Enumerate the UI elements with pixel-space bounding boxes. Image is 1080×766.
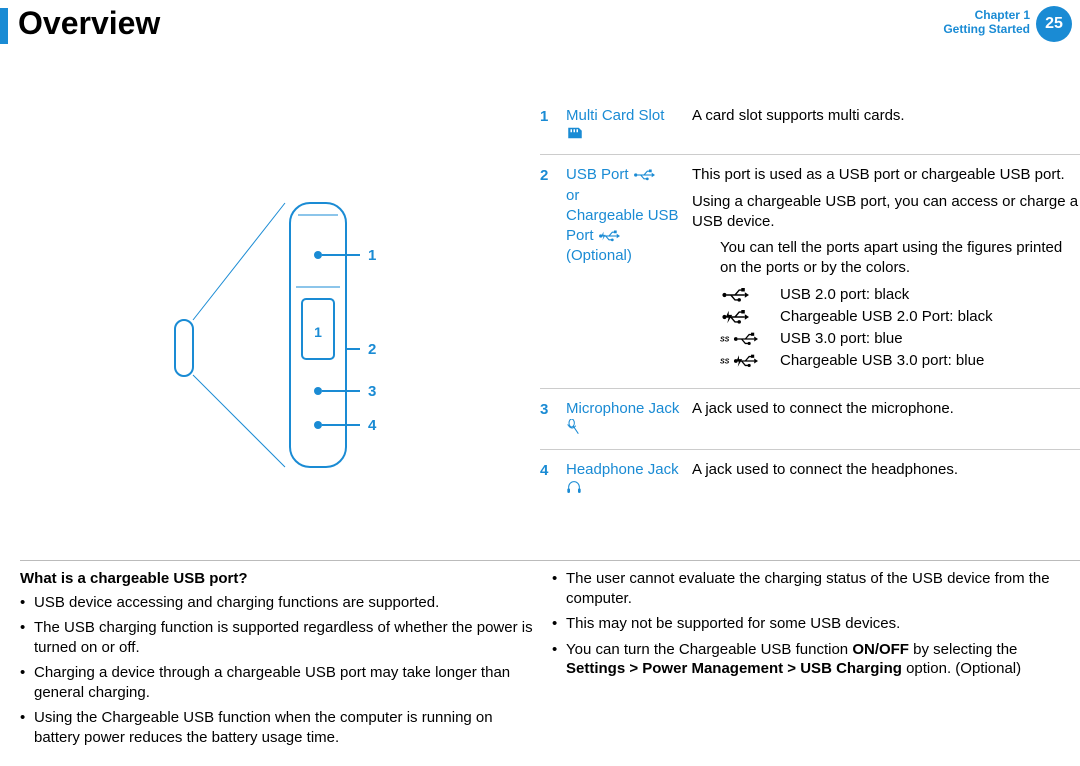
usb-icon — [633, 169, 655, 181]
table-row: 2 USB Port or Chargeable USB Port (Optio… — [540, 154, 1080, 387]
chapter-block: Chapter 1 Getting Started — [943, 8, 1030, 37]
row-description: A jack used to connect the headphones. — [692, 460, 1080, 494]
ss-usb-icon: SS — [720, 332, 758, 346]
microphone-icon — [566, 419, 580, 435]
page-number: 25 — [1045, 15, 1063, 33]
list-item: USB 2.0 port: black — [720, 285, 1080, 305]
usb-charge-icon — [720, 310, 750, 324]
table-row: 4 Headphone Jack A jack used to connect … — [540, 449, 1080, 508]
diagram-callout-4: 4 — [368, 417, 377, 434]
lower-left-column: What is a chargeable USB port? USB devic… — [20, 569, 540, 753]
usb-icon — [720, 288, 750, 302]
list-item: This may not be supported for some USB d… — [552, 614, 1072, 634]
row-number: 4 — [540, 460, 566, 494]
row-label: Headphone Jack — [566, 460, 692, 494]
row-number: 3 — [540, 399, 566, 435]
diagram-callout-3: 3 — [368, 383, 376, 400]
diagram-callout-1: 1 — [368, 247, 376, 264]
list-item: Charging a device through a chargeable U… — [20, 663, 540, 702]
accent-bar — [0, 8, 8, 44]
chapter-line1: Chapter 1 — [943, 8, 1030, 22]
chapter-line2: Getting Started — [943, 22, 1030, 36]
list-item: USB device accessing and charging functi… — [20, 593, 540, 613]
list-item: Chargeable USB 2.0 Port: black — [720, 307, 1080, 327]
row-number: 2 — [540, 165, 566, 373]
row-description: A card slot supports multi cards. — [692, 106, 1080, 140]
list-item: The user cannot evaluate the charging st… — [552, 569, 1072, 608]
svg-text:SS: SS — [720, 337, 730, 344]
ports-table: 1 Multi Card Slot A card slot supports m… — [540, 96, 1080, 508]
row-label: Microphone Jack — [566, 399, 692, 435]
faq-list: USB device accessing and charging functi… — [20, 593, 540, 748]
page-number-badge: 25 — [1036, 6, 1072, 42]
table-row: 1 Multi Card Slot A card slot supports m… — [540, 96, 1080, 154]
list-item: Using the Chargeable USB function when t… — [20, 708, 540, 747]
ss-usb-charge-icon: SS — [720, 354, 758, 368]
list-item: SS USB 3.0 port: blue — [720, 329, 1080, 349]
lower-right-column: The user cannot evaluate the charging st… — [552, 569, 1072, 753]
faq-heading: What is a chargeable USB port? — [20, 569, 540, 589]
page-title: Overview — [18, 5, 160, 42]
port-types-list: USB 2.0 port: black Chargeable USB 2.0 P… — [720, 285, 1080, 372]
row-label: Multi Card Slot — [566, 106, 692, 140]
table-row: 3 Microphone Jack A jack used to connect… — [540, 388, 1080, 449]
usb-charge-icon — [598, 230, 620, 242]
row-label: USB Port or Chargeable USB Port (Optiona… — [566, 165, 692, 373]
headphone-icon — [566, 480, 582, 494]
diagram-callout-2: 2 — [368, 341, 376, 358]
list-item: SS Chargeable USB 3.0 port: blue — [720, 351, 1080, 371]
diagram-detail-label: 1 — [314, 324, 322, 340]
row-description: A jack used to connect the microphone. — [692, 399, 1080, 435]
list-item: You can turn the Chargeable USB function… — [552, 640, 1072, 679]
lower-section: What is a chargeable USB port? USB devic… — [20, 560, 1080, 753]
row-description: This port is used as a USB port or charg… — [692, 165, 1080, 373]
sd-card-icon — [566, 126, 584, 140]
row-number: 1 — [540, 106, 566, 140]
svg-text:SS: SS — [720, 359, 730, 366]
list-item: The USB charging function is supported r… — [20, 618, 540, 657]
device-diagram: 1 1 2 3 4 — [140, 195, 400, 475]
faq-list-continued: The user cannot evaluate the charging st… — [552, 569, 1072, 679]
